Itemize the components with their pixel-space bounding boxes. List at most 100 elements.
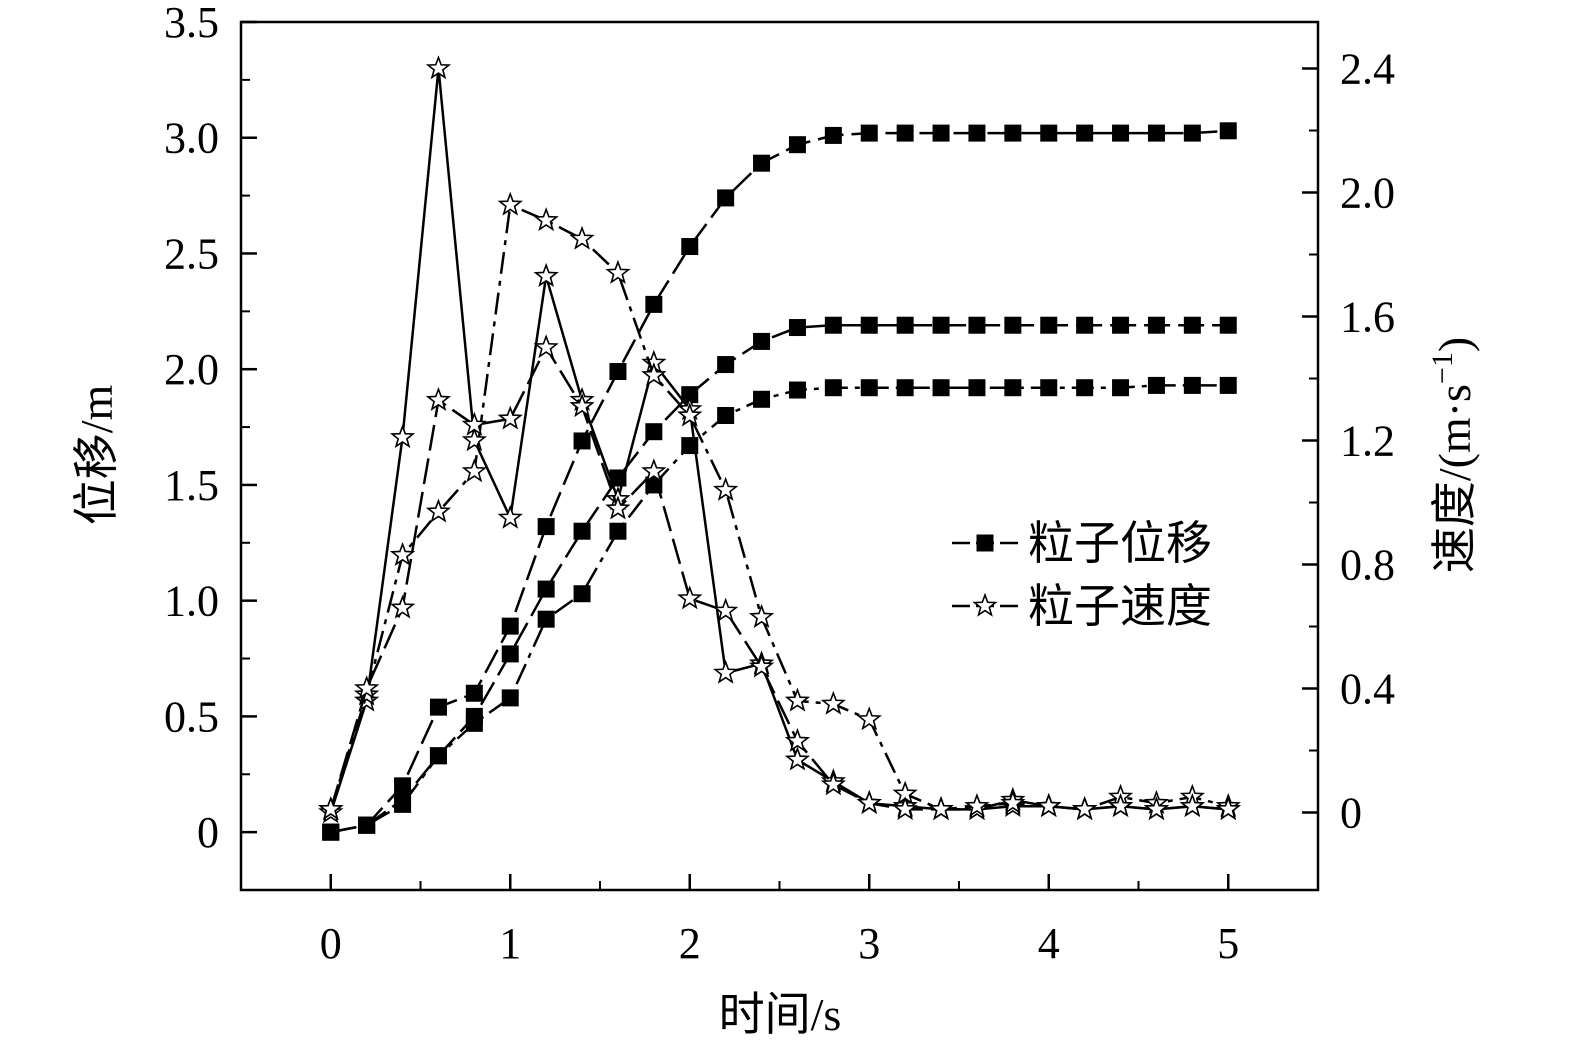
y-axis-right-title-main: 速度/(m·s bbox=[1429, 384, 1480, 573]
series-5-point-14 bbox=[820, 690, 846, 715]
series-6 bbox=[318, 334, 1241, 821]
series-1-point-4 bbox=[465, 684, 483, 702]
series-2-point-20 bbox=[1040, 316, 1058, 334]
x-axis-title: 时间/s bbox=[719, 989, 842, 1040]
series-1-point-6 bbox=[537, 518, 555, 536]
series-1-point-11 bbox=[717, 189, 735, 207]
series-2-point-10 bbox=[681, 386, 699, 404]
series-5-point-5 bbox=[497, 191, 523, 216]
series-6-point-18 bbox=[964, 792, 990, 818]
y-right-tick-label-4: 1.6 bbox=[1340, 293, 1395, 342]
ticks: 0 1 2 3 4 5 0 0.5 1.0 1.5 2.0 2.5 3.0 3.5 0 0.4 0.8 1.2 1.… bbox=[164, 0, 1395, 968]
series-3-point-24 bbox=[1183, 376, 1201, 394]
series-2-point-15 bbox=[860, 316, 878, 334]
series-6-point-8 bbox=[605, 495, 631, 520]
series-1-point-15 bbox=[860, 124, 878, 142]
series-3-point-0 bbox=[322, 823, 340, 841]
series-3 bbox=[322, 376, 1237, 841]
series-6-point-24 bbox=[1179, 792, 1205, 818]
series-2-point-24 bbox=[1183, 316, 1201, 334]
series-4-point-13 bbox=[784, 746, 811, 771]
series-3-point-23 bbox=[1147, 376, 1165, 394]
series-6-point-1 bbox=[354, 675, 380, 700]
series-5-point-2 bbox=[389, 541, 416, 566]
series-2 bbox=[322, 316, 1237, 841]
series-3-point-4 bbox=[465, 714, 483, 732]
series-2-point-16 bbox=[896, 316, 914, 334]
series-3-point-6 bbox=[537, 610, 555, 628]
series-3-point-25 bbox=[1219, 376, 1237, 394]
series-5-point-7 bbox=[569, 225, 595, 250]
series-4-point-6 bbox=[533, 262, 559, 287]
plot-series bbox=[318, 55, 1241, 841]
series-3-point-21 bbox=[1076, 379, 1094, 397]
series-2-point-14 bbox=[824, 316, 842, 334]
series-5-point-4 bbox=[461, 458, 487, 483]
series-6-point-25 bbox=[1215, 796, 1241, 821]
y-left-tick-label-4: 2.0 bbox=[164, 345, 219, 394]
series-1-point-20 bbox=[1040, 124, 1058, 142]
series-5-point-3 bbox=[425, 498, 452, 523]
series-6-point-11 bbox=[713, 597, 739, 622]
series-1-point-12 bbox=[753, 154, 771, 172]
series-5-point-15 bbox=[856, 706, 882, 731]
series-4-point-2 bbox=[389, 424, 416, 449]
series-3-point-17 bbox=[932, 379, 950, 397]
series-5-line bbox=[329, 203, 1229, 811]
series-1 bbox=[322, 122, 1237, 841]
series-3-point-19 bbox=[1004, 379, 1022, 397]
series-6-line bbox=[329, 344, 1229, 811]
series-4-point-11 bbox=[713, 659, 739, 684]
series-2-point-12 bbox=[753, 332, 771, 350]
series-5-point-8 bbox=[605, 259, 631, 284]
series-2-point-7 bbox=[573, 522, 591, 540]
y-axis-right-title: 速度/(m·s−1) bbox=[1426, 337, 1480, 573]
series-1-point-23 bbox=[1147, 124, 1165, 142]
x-tick-label-4: 4 bbox=[1038, 919, 1060, 968]
y-right-tick-label-2: 0.8 bbox=[1340, 541, 1395, 590]
series-2-point-25 bbox=[1219, 316, 1237, 334]
series-6-point-15 bbox=[856, 789, 882, 814]
series-4-line bbox=[329, 68, 1229, 813]
series-5-point-12 bbox=[748, 603, 775, 628]
y-left-tick-label-2: 1.0 bbox=[164, 577, 219, 626]
series-2-point-23 bbox=[1147, 316, 1165, 334]
series-6-point-7 bbox=[569, 393, 595, 418]
series-1-point-5 bbox=[501, 617, 519, 635]
series-1-point-17 bbox=[932, 124, 950, 142]
series-1-point-18 bbox=[968, 124, 986, 142]
series-6-point-22 bbox=[1107, 792, 1134, 818]
y-right-tick-label-0: 0 bbox=[1340, 789, 1362, 838]
series-1-point-22 bbox=[1112, 124, 1130, 142]
series-4-point-5 bbox=[497, 504, 523, 529]
series-6-point-17 bbox=[928, 796, 954, 821]
y-axis-right-title-sup: −1 bbox=[1426, 352, 1459, 384]
series-6-point-12 bbox=[748, 653, 775, 678]
series-2-point-21 bbox=[1076, 316, 1094, 334]
x-tick-label-5: 5 bbox=[1217, 919, 1239, 968]
series-3-point-3 bbox=[429, 747, 447, 765]
legend-entry-2: 粒子速度 bbox=[952, 581, 1212, 632]
series-2-point-11 bbox=[717, 356, 735, 374]
series-6-point-9 bbox=[641, 458, 667, 483]
series-3-point-11 bbox=[717, 406, 735, 424]
series-1-point-3 bbox=[429, 698, 447, 716]
series-6-point-0 bbox=[318, 796, 344, 821]
series-3-point-8 bbox=[609, 522, 627, 540]
series-3-point-12 bbox=[753, 390, 771, 408]
series-3-point-20 bbox=[1040, 379, 1058, 397]
y-left-tick-label-5: 2.5 bbox=[164, 229, 219, 278]
series-3-point-16 bbox=[896, 379, 914, 397]
legend-label-2: 粒子速度 bbox=[1028, 581, 1212, 632]
series-3-point-1 bbox=[358, 816, 376, 834]
series-3-point-18 bbox=[968, 379, 986, 397]
series-1-point-2 bbox=[394, 777, 412, 795]
series-1-point-7 bbox=[573, 432, 591, 450]
y-left-tick-label-0: 0 bbox=[197, 808, 219, 857]
plot-border bbox=[239, 20, 1320, 892]
series-2-point-18 bbox=[968, 316, 986, 334]
series-6-point-6 bbox=[533, 334, 559, 359]
series-1-point-19 bbox=[1004, 124, 1022, 142]
